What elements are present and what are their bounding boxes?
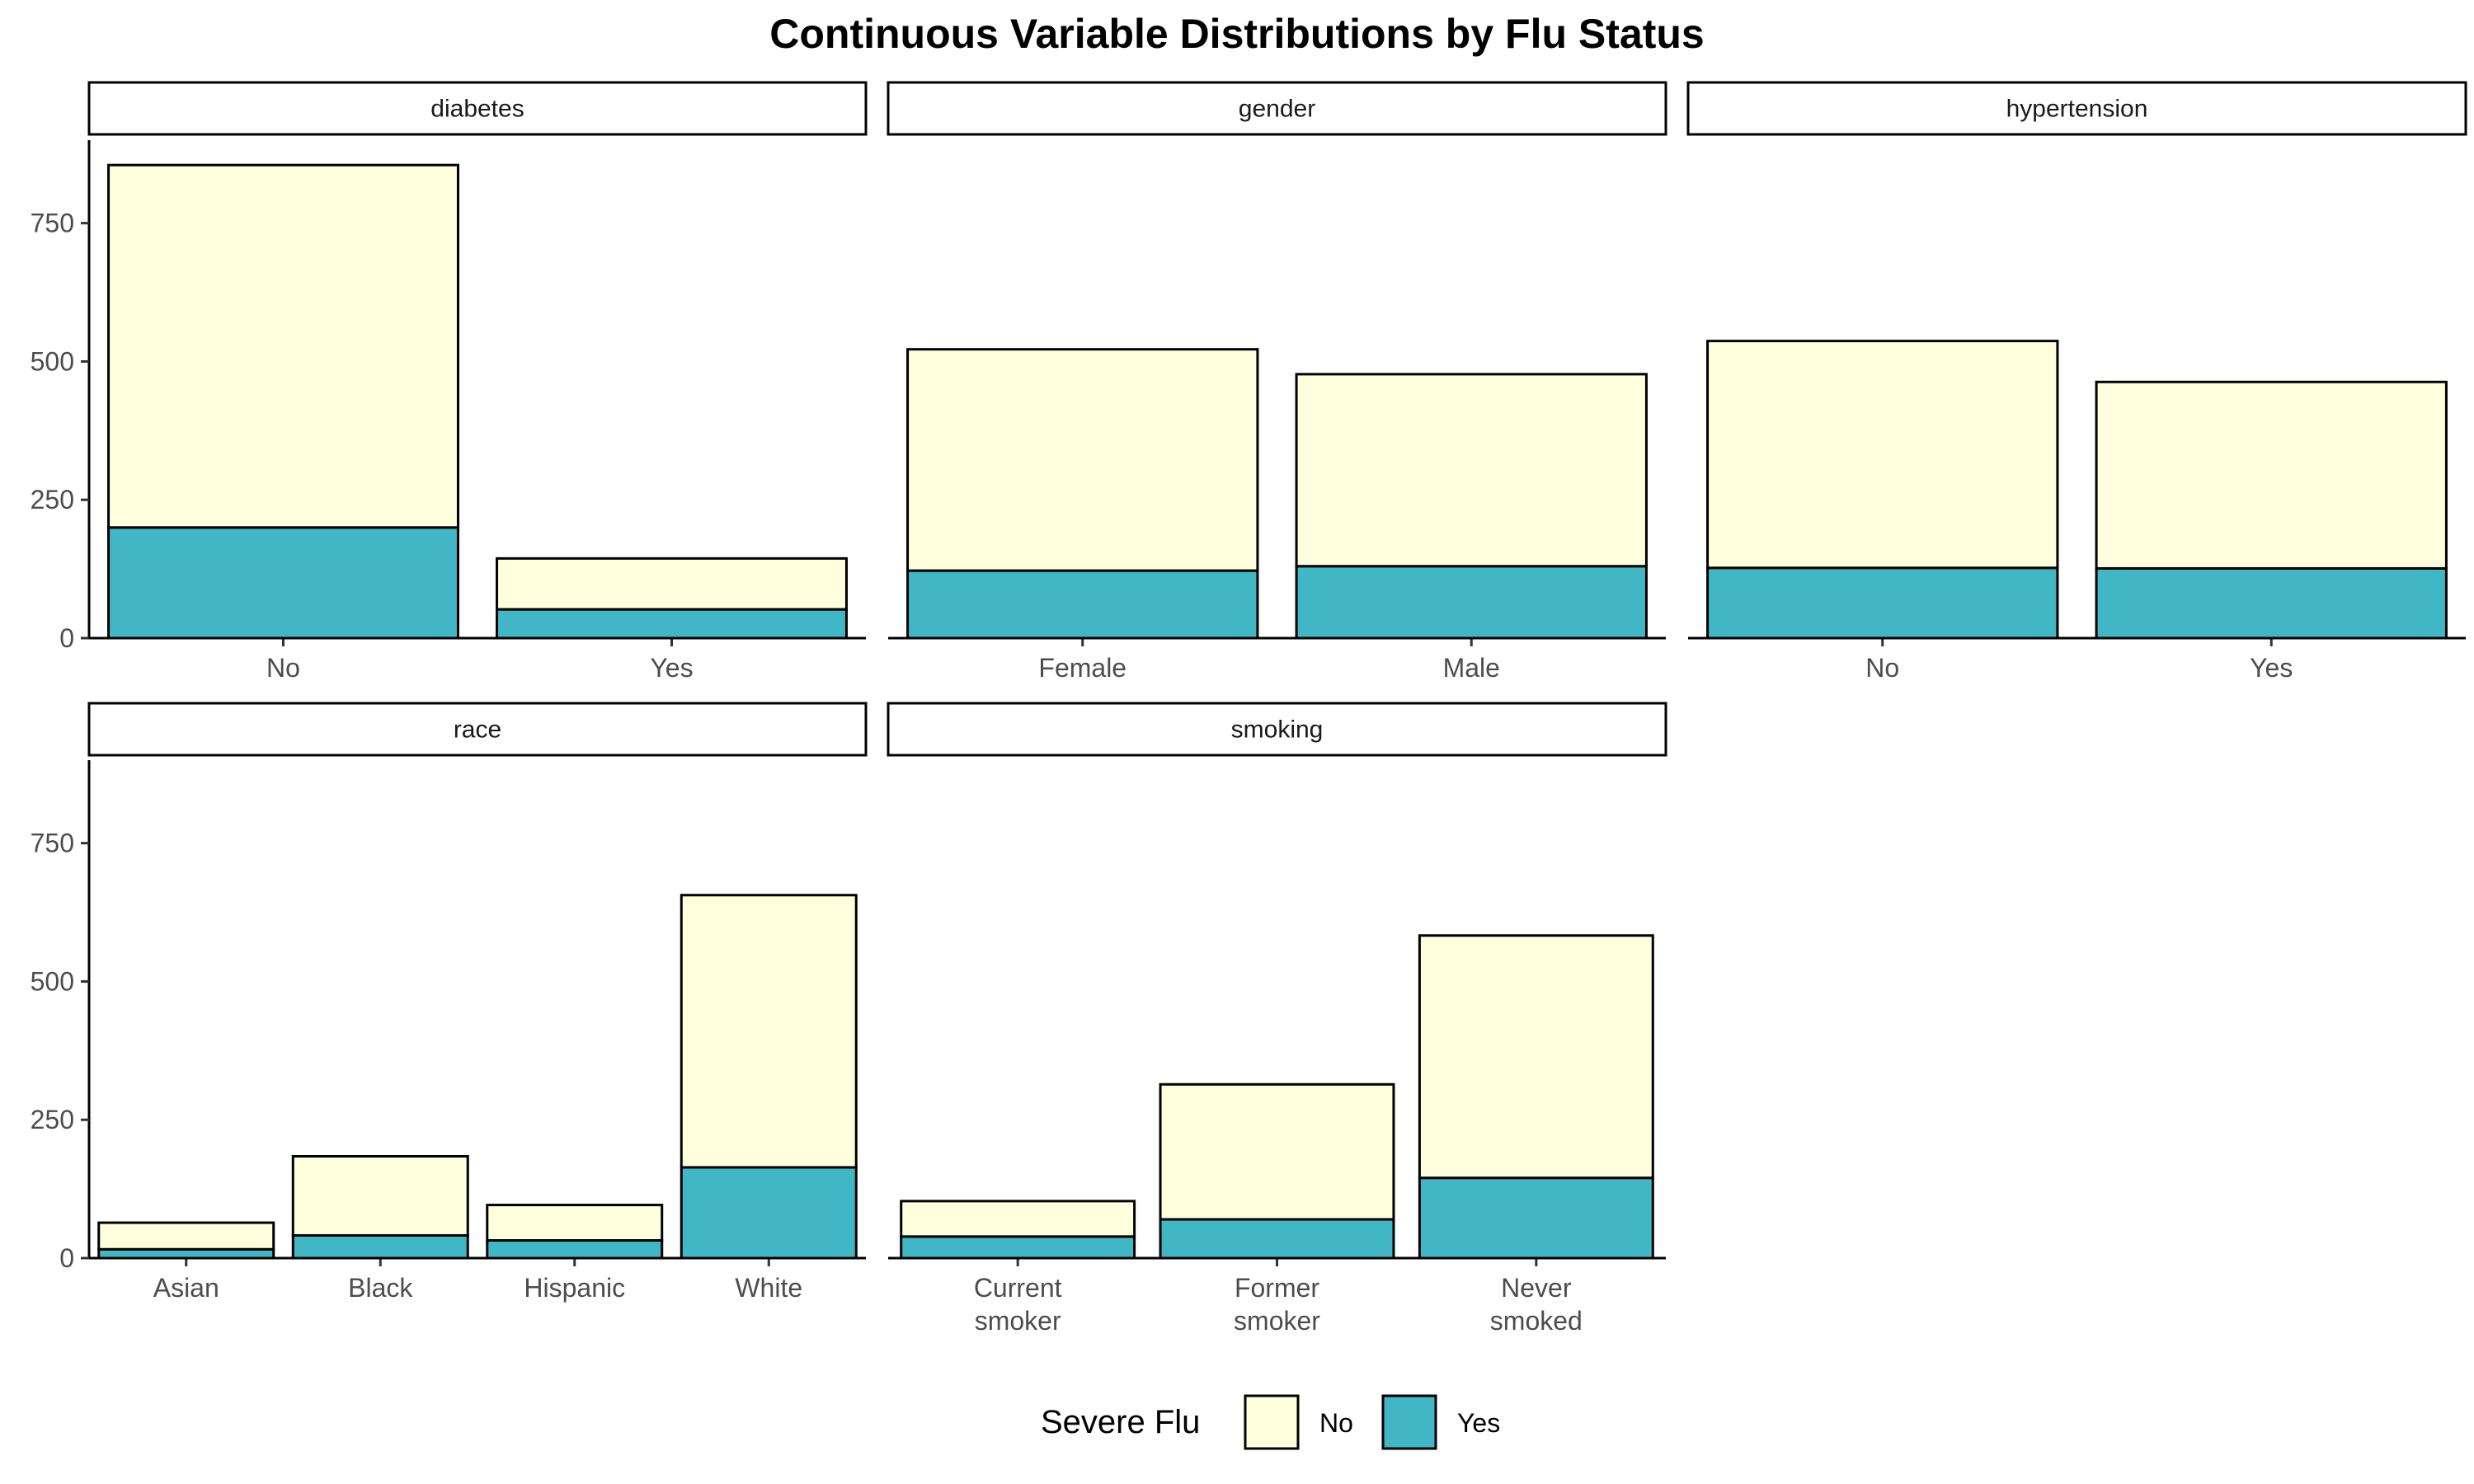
bar-hypertension-yes-no	[2095, 380, 2448, 570]
bar-race-asian-no	[97, 1221, 275, 1251]
bar-smoking-current-smoker-yes	[900, 1235, 1136, 1260]
legend-key-no	[1244, 1394, 1300, 1450]
x-tick-label-hypertension-no: No	[1865, 653, 1899, 683]
panel-race: race Asian Black Hispanic White 0 250 500 750	[31, 702, 868, 1303]
panel-hypertension: hypertension No Yes	[1686, 81, 2467, 683]
strip-label-diabetes: diabetes	[430, 96, 524, 123]
panel-smoking: smokingCurrentsmokerFormersmokerNeversmo…	[887, 702, 1667, 1336]
strip-hypertension	[1686, 81, 2467, 136]
strip-label-race: race	[454, 716, 501, 744]
x-tick-label-gender-male: Male	[1443, 653, 1500, 683]
panel-gender: gender Female Male	[887, 81, 1667, 683]
y-tick-label-race-250: 250	[31, 1105, 74, 1134]
y-tick-label-race-500: 500	[31, 966, 74, 996]
strip-gender	[887, 81, 1667, 136]
x-tick-label-race-black: Black	[348, 1273, 413, 1303]
x-tick-label-smoking-former-smoker: smoker	[1234, 1306, 1320, 1336]
legend-label-yes: Yes	[1457, 1408, 1500, 1438]
bar-race-white-yes	[680, 1166, 858, 1260]
bar-diabetes-yes-yes	[496, 608, 848, 640]
x-tick-label-smoking-current-smoker: Current	[974, 1273, 1062, 1303]
bar-diabetes-no-yes	[107, 526, 459, 640]
legend: Severe Flu No Yes	[1041, 1394, 1500, 1450]
bar-gender-male-no	[1295, 373, 1648, 568]
y-tick-label-diabetes-250: 250	[31, 485, 74, 514]
legend-label-no: No	[1319, 1408, 1353, 1438]
bar-smoking-former-smoker-yes	[1159, 1218, 1395, 1260]
bar-gender-female-yes	[906, 569, 1259, 640]
x-tick-label-smoking-never-smoked: Never	[1501, 1273, 1572, 1303]
bar-race-white-no	[680, 894, 858, 1169]
strip-smoking	[887, 702, 1667, 757]
bar-diabetes-no-no	[107, 163, 459, 529]
strip-label-smoking: smoking	[1231, 716, 1324, 744]
bar-gender-female-no	[906, 348, 1259, 572]
panel-diabetes: diabetes No Yes 0 250 500 750	[31, 81, 868, 683]
x-tick-label-race-hispanic: Hispanic	[524, 1273, 625, 1303]
x-tick-label-smoking-never-smoked: smoked	[1490, 1306, 1583, 1336]
chart-title: Continuous Variable Distributions by Flu…	[769, 11, 1704, 57]
bar-race-hispanic-no	[486, 1204, 664, 1242]
legend-key-yes	[1381, 1394, 1437, 1450]
bar-smoking-current-smoker-no	[900, 1200, 1136, 1238]
bar-race-black-yes	[291, 1233, 469, 1260]
strip-race	[87, 702, 868, 757]
strip-label-gender: gender	[1239, 96, 1315, 123]
bar-race-black-no	[291, 1155, 469, 1237]
x-tick-label-race-asian: Asian	[153, 1273, 219, 1303]
bar-gender-male-yes	[1295, 565, 1648, 640]
x-tick-label-smoking-former-smoker: Former	[1235, 1273, 1319, 1303]
bar-diabetes-yes-no	[496, 556, 848, 611]
facet-panels: diabetes No Yes 0 250 500 750 gender Female Male h…	[31, 81, 2467, 1336]
y-tick-label-race-750: 750	[31, 829, 74, 858]
bar-smoking-never-smoked-no	[1418, 934, 1654, 1180]
x-tick-label-smoking-current-smoker: smoker	[975, 1306, 1061, 1336]
bar-race-asian-yes	[97, 1247, 275, 1260]
strip-label-hypertension: hypertension	[2006, 96, 2148, 123]
bar-hypertension-no-no	[1706, 340, 2059, 570]
y-tick-label-diabetes-0: 0	[59, 623, 74, 653]
x-tick-label-race-white: White	[735, 1273, 802, 1303]
bar-smoking-never-smoked-yes	[1418, 1176, 1654, 1260]
bar-race-hispanic-yes	[486, 1239, 664, 1260]
y-tick-label-race-0: 0	[59, 1243, 74, 1273]
bar-hypertension-no-yes	[1706, 566, 2059, 640]
x-tick-label-diabetes-yes: Yes	[650, 653, 693, 683]
x-tick-label-diabetes-no: No	[266, 653, 300, 683]
legend-title: Severe Flu	[1041, 1404, 1200, 1440]
x-tick-label-hypertension-yes: Yes	[2250, 653, 2293, 683]
bar-smoking-former-smoker-no	[1159, 1082, 1395, 1221]
y-tick-label-diabetes-750: 750	[31, 209, 74, 238]
bar-hypertension-yes-yes	[2095, 566, 2448, 640]
y-tick-label-diabetes-500: 500	[31, 346, 74, 376]
strip-diabetes	[87, 81, 868, 136]
x-tick-label-gender-female: Female	[1038, 653, 1126, 683]
